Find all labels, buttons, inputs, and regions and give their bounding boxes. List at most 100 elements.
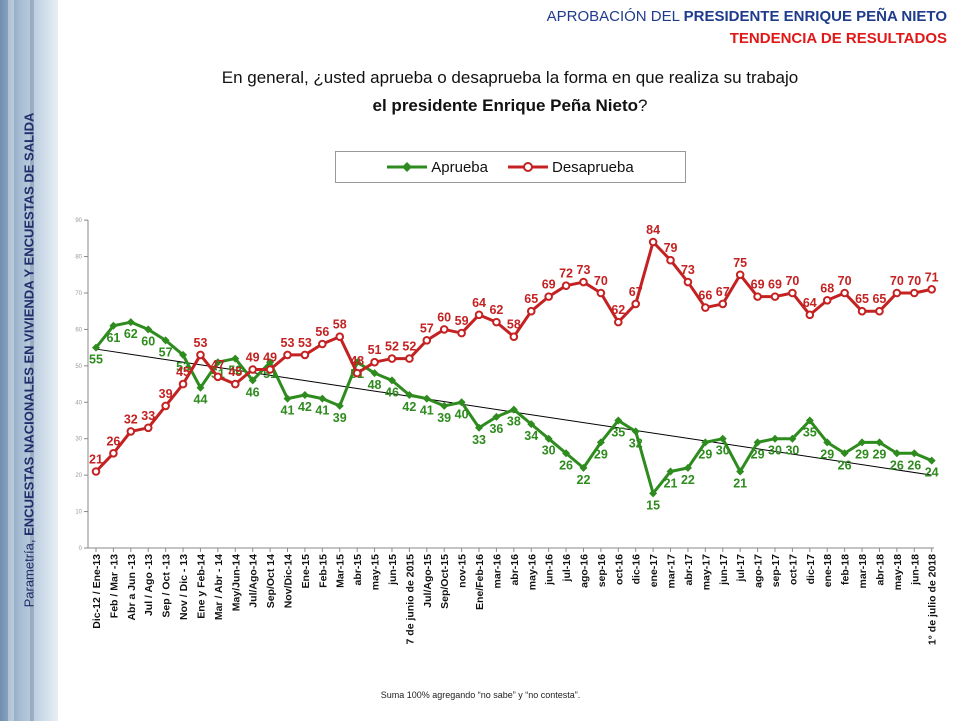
- data-point-desaprueba: [178, 379, 188, 389]
- x-tick-label: ago-16: [578, 554, 590, 588]
- data-label-desaprueba: 53: [281, 336, 295, 350]
- data-point-desaprueba: [770, 292, 780, 301]
- data-point-aprueba: [92, 343, 100, 352]
- data-point-desaprueba: [561, 281, 571, 291]
- data-label-desaprueba: 59: [455, 314, 469, 328]
- data-point-aprueba: [631, 427, 640, 436]
- data-label-aprueba: 26: [838, 458, 852, 472]
- data-label-aprueba: 24: [925, 466, 939, 480]
- x-tick-label: jun-17: [718, 554, 730, 586]
- data-label-desaprueba: 21: [89, 452, 103, 466]
- data-label-aprueba: 42: [298, 400, 312, 414]
- data-label-desaprueba: 60: [437, 310, 451, 324]
- data-label-aprueba: 41: [281, 404, 295, 418]
- data-point-desaprueba: [718, 299, 728, 309]
- data-point-aprueba: [213, 358, 222, 367]
- data-point-aprueba: [387, 376, 396, 385]
- x-tick-label: ene-17: [648, 554, 660, 587]
- data-label-aprueba: 26: [559, 458, 573, 472]
- data-point-aprueba: [335, 401, 344, 410]
- data-point-desaprueba: [422, 336, 432, 345]
- data-point-aprueba: [509, 405, 518, 414]
- x-tick-label: jun-15: [387, 554, 399, 586]
- data-label-desaprueba: 57: [420, 321, 434, 335]
- data-point-aprueba: [231, 354, 240, 363]
- data-label-aprueba: 29: [751, 447, 765, 461]
- x-tick-label: May/Jun-14: [230, 554, 242, 611]
- data-point-aprueba: [353, 358, 362, 367]
- data-point-desaprueba: [248, 365, 257, 374]
- data-label-aprueba: 38: [507, 415, 521, 429]
- data-point-desaprueba: [875, 306, 884, 316]
- data-point-aprueba: [457, 398, 466, 407]
- data-point-aprueba: [701, 438, 710, 447]
- data-label-desaprueba: 79: [664, 241, 678, 255]
- data-point-aprueba: [126, 318, 135, 327]
- x-tick-label: jun-16: [544, 554, 556, 586]
- data-label-desaprueba: 53: [194, 336, 208, 350]
- data-label-desaprueba: 73: [577, 263, 591, 277]
- data-point-aprueba: [614, 416, 623, 425]
- data-point-aprueba: [475, 423, 484, 432]
- data-label-aprueba: 30: [768, 444, 782, 458]
- x-tick-label: may-17: [700, 554, 712, 590]
- data-point-desaprueba: [701, 303, 710, 312]
- data-point-desaprueba: [492, 317, 501, 327]
- data-label-aprueba: 21: [733, 476, 747, 490]
- data-point-aprueba: [649, 489, 658, 498]
- data-label-desaprueba: 45: [228, 365, 242, 379]
- data-label-desaprueba: 84: [646, 223, 660, 237]
- data-point-aprueba: [666, 467, 675, 476]
- data-point-aprueba: [562, 449, 571, 458]
- data-point-desaprueba: [857, 306, 867, 316]
- data-point-desaprueba: [788, 288, 797, 298]
- footnote: Suma 100% agregando “no sabe” y “no cont…: [380, 690, 581, 700]
- data-point-desaprueba: [648, 237, 658, 247]
- data-point-desaprueba: [300, 350, 310, 360]
- data-point-desaprueba: [439, 325, 449, 334]
- data-point-desaprueba: [596, 288, 606, 298]
- x-tick-label: abr-18: [874, 554, 886, 586]
- strip-streak: [8, 0, 14, 721]
- x-tick-label: Jul/Ago-14: [248, 554, 260, 608]
- data-label-aprueba: 33: [472, 433, 486, 447]
- data-label-desaprueba: 39: [159, 387, 173, 401]
- data-label-desaprueba: 64: [472, 296, 486, 310]
- data-point-aprueba: [283, 394, 292, 403]
- data-label-aprueba: 41: [420, 404, 434, 418]
- data-label-desaprueba: 70: [838, 274, 852, 288]
- x-tick-label: nov-15: [457, 554, 469, 588]
- data-label-aprueba: 41: [315, 404, 329, 418]
- data-label-aprueba: 52: [228, 364, 242, 378]
- data-label-aprueba: 55: [89, 353, 103, 367]
- x-tick-label: may-18: [892, 554, 904, 590]
- data-label-aprueba: 29: [872, 447, 886, 461]
- data-point-aprueba: [736, 467, 745, 476]
- data-label-aprueba: 40: [455, 407, 469, 421]
- data-point-aprueba: [109, 321, 118, 330]
- data-label-desaprueba: 56: [315, 325, 329, 339]
- data-label-desaprueba: 32: [124, 412, 138, 426]
- data-label-desaprueba: 71: [925, 270, 939, 284]
- data-point-desaprueba: [126, 427, 136, 436]
- y-tick-label: 30: [75, 437, 82, 443]
- x-tick-label: ago-17: [753, 554, 765, 588]
- x-tick-label: mar-18: [857, 554, 869, 589]
- data-point-desaprueba: [579, 277, 588, 287]
- data-label-desaprueba: 53: [298, 336, 312, 350]
- y-tick-label: 90: [75, 218, 82, 224]
- data-point-aprueba: [770, 434, 779, 443]
- data-label-aprueba: 46: [246, 385, 260, 399]
- data-label-aprueba: 39: [437, 411, 451, 425]
- data-label-aprueba: 22: [577, 473, 591, 487]
- y-tick-label: 0: [79, 546, 83, 552]
- data-label-desaprueba: 52: [402, 340, 416, 354]
- data-label-desaprueba: 49: [263, 350, 277, 364]
- x-tick-label: abr-15: [352, 554, 364, 586]
- slide-title: APROBACIÓN DEL PRESIDENTE ENRIQUE PEÑA N…: [546, 8, 947, 25]
- x-tick-label: jul-16: [561, 554, 573, 583]
- data-label-desaprueba: 49: [246, 350, 260, 364]
- x-tick-label: Feb / Mar -13: [108, 554, 120, 618]
- data-point-aprueba: [179, 350, 188, 359]
